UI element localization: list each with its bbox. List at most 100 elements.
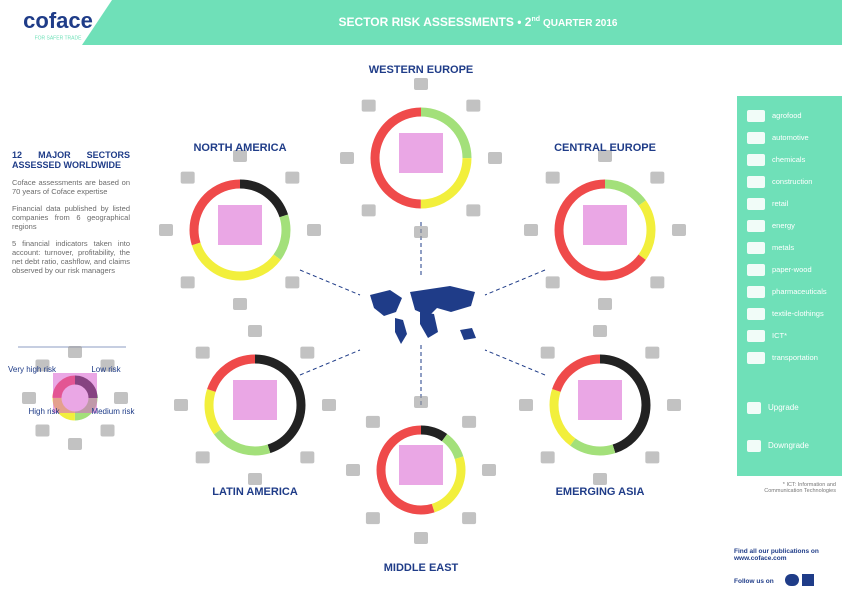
upgrade-label: Upgrade xyxy=(768,403,799,412)
sector-label: ICT* xyxy=(772,331,787,340)
sector-icon xyxy=(545,171,560,184)
ring-segment xyxy=(549,354,651,456)
sector-icon xyxy=(747,308,765,320)
sector-icon xyxy=(488,152,502,164)
sector-label: agrofood xyxy=(772,111,802,120)
sector-icon xyxy=(672,224,686,236)
sector-label: chemicals xyxy=(772,155,806,164)
sector-icon xyxy=(650,276,665,289)
sector-icon xyxy=(233,150,247,162)
ring-segment xyxy=(370,107,472,209)
sector-label: metals xyxy=(772,243,795,252)
ring-segment xyxy=(370,107,472,209)
region-name: MIDDLE EAST xyxy=(384,562,459,574)
ring-segment xyxy=(549,354,651,456)
sector-icon xyxy=(747,220,765,232)
linkedin-icon[interactable] xyxy=(802,574,814,586)
sector-icon xyxy=(747,242,765,254)
logo: coface xyxy=(23,8,93,33)
sector-item: chemicals xyxy=(747,150,805,170)
sector-icon xyxy=(22,392,36,404)
sector-icon xyxy=(747,198,765,210)
sector-icon xyxy=(361,204,376,217)
sector-icon xyxy=(174,399,188,411)
upgrade: Upgrade xyxy=(747,398,799,418)
sector-icon xyxy=(747,286,765,298)
ring-segment xyxy=(376,425,466,515)
sector-icon xyxy=(747,132,765,144)
sector-icon xyxy=(598,150,612,162)
risk-label: High risk xyxy=(28,407,60,416)
sector-icon xyxy=(340,152,354,164)
region-name: CENTRAL EUROPE xyxy=(554,142,656,154)
skyline xyxy=(583,205,627,245)
ring-segment xyxy=(189,179,291,281)
ring-segment xyxy=(189,179,291,281)
sector-item: metals xyxy=(747,238,794,258)
sector-icon xyxy=(361,99,376,112)
intro-paragraph: Financial data published by listed compa… xyxy=(12,204,130,231)
sector-icon xyxy=(747,110,765,122)
sector-icon xyxy=(35,424,50,437)
follow: Follow us on xyxy=(734,578,774,585)
sector-icon xyxy=(233,298,247,310)
ring-segment xyxy=(554,179,656,281)
title-end: QUARTER 2016 xyxy=(543,18,618,29)
sector-icon xyxy=(747,176,765,188)
sector-icon xyxy=(414,532,428,544)
sector-icon xyxy=(68,346,82,358)
sector-icon xyxy=(540,451,555,464)
sector-icon xyxy=(747,154,765,166)
intro-paragraph: 5 financial indicators taken into accoun… xyxy=(12,239,130,275)
sector-icon xyxy=(365,512,380,525)
sector-item: transportation xyxy=(747,348,818,368)
title-sup: nd xyxy=(531,16,540,23)
ring-segment xyxy=(189,179,291,281)
sector-icon xyxy=(159,224,173,236)
sector-icon xyxy=(645,451,660,464)
risk-label: Very high risk xyxy=(8,365,57,374)
sector-icon xyxy=(322,399,336,411)
sector-icon xyxy=(35,359,50,372)
sector-icon xyxy=(414,78,428,90)
publications: Find all our publications on www.coface.… xyxy=(734,548,819,562)
sector-icon xyxy=(593,473,607,485)
sector-icon xyxy=(593,325,607,337)
sector-icon xyxy=(285,276,300,289)
sector-label: paper-wood xyxy=(772,265,812,274)
intro-heading: 12 MAJOR SECTORS ASSESSED WORLDWIDE xyxy=(12,150,130,170)
sector-icon xyxy=(598,298,612,310)
sector-icon xyxy=(540,346,555,359)
sector-icon xyxy=(519,399,533,411)
sector-label: energy xyxy=(772,221,795,230)
skyline xyxy=(53,373,97,413)
sector-icon xyxy=(248,325,262,337)
sector-icon xyxy=(462,512,477,525)
sector-icon xyxy=(248,473,262,485)
downgrade: Downgrade xyxy=(747,436,809,456)
title-main: SECTOR RISK ASSESSMENTS • 2 xyxy=(339,15,532,29)
tagline: FOR SAFER TRADE xyxy=(35,35,83,41)
intro: 12 MAJOR SECTORS ASSESSED WORLDWIDE Cofa… xyxy=(12,150,130,275)
sector-icon xyxy=(180,276,195,289)
ring-segment xyxy=(204,354,306,456)
sector-icon xyxy=(195,346,210,359)
sector-item: retail xyxy=(747,194,788,214)
sector-item: paper-wood xyxy=(747,260,812,280)
sector-item: agrofood xyxy=(747,106,802,126)
risk-label: Medium risk xyxy=(91,407,135,416)
ring-segment xyxy=(52,375,98,421)
region-name: WESTERN EUROPE xyxy=(369,64,474,76)
sector-icon xyxy=(545,276,560,289)
sector-icon xyxy=(414,396,428,408)
sector-icon xyxy=(650,171,665,184)
sector-icon xyxy=(524,224,538,236)
sector-label: transportation xyxy=(772,353,818,362)
sector-icon xyxy=(114,392,128,404)
sector-icon xyxy=(747,264,765,276)
sector-label: retail xyxy=(772,199,789,208)
twitter-icon[interactable] xyxy=(785,574,799,586)
sector-icon xyxy=(300,451,315,464)
